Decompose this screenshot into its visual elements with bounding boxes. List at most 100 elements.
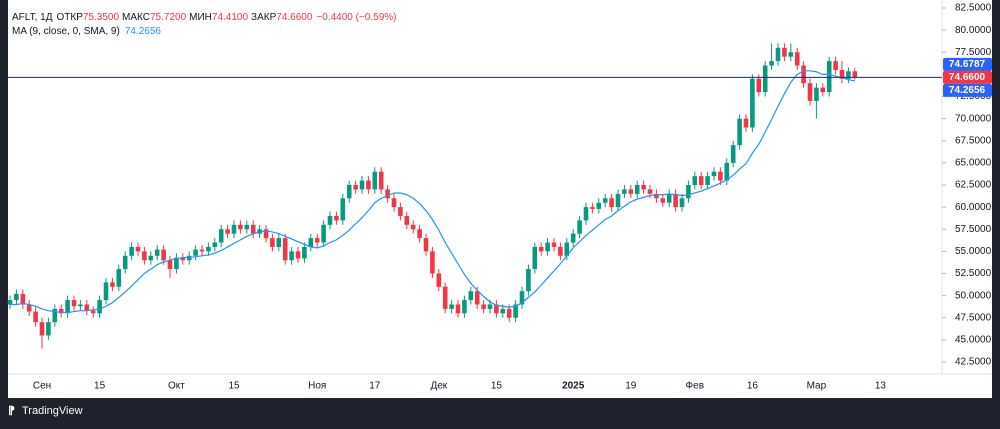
candle-body — [103, 282, 109, 301]
candle-body — [532, 246, 538, 270]
ohlc-name: ОТКР — [57, 12, 84, 23]
candle-body — [698, 176, 704, 185]
candle-body — [238, 224, 243, 230]
candle-body — [14, 293, 19, 301]
candle-body — [628, 189, 634, 194]
price-label: 74.6787 — [949, 59, 986, 70]
candle-body — [206, 246, 211, 252]
candle-body — [660, 198, 666, 203]
y-tick-label: 80.0000 — [955, 25, 992, 36]
brand: TradingView — [22, 405, 83, 417]
candle-body — [378, 171, 384, 190]
candle-body — [270, 238, 275, 247]
candle-body — [340, 198, 346, 221]
candle-body — [615, 193, 621, 208]
brand-icon: ⁋ — [8, 405, 15, 417]
candle-body — [487, 304, 493, 309]
candle-body — [538, 246, 544, 252]
y-tick-label: 60.0000 — [955, 202, 992, 213]
candle-body — [244, 224, 250, 230]
candle-body — [199, 249, 205, 252]
candle-body — [20, 293, 26, 305]
candle-body — [26, 304, 32, 312]
candle-body — [724, 162, 730, 181]
candle-body — [327, 215, 333, 225]
x-tick-label: 15 — [94, 381, 106, 392]
candle-body — [500, 308, 506, 314]
ma-line — [10, 70, 855, 314]
candle-body — [359, 180, 365, 190]
candle-body — [654, 193, 659, 199]
y-tick-label: 65.0000 — [955, 158, 992, 169]
change: −0.4400 (−0.59%) — [316, 12, 396, 23]
candle-body — [148, 255, 154, 261]
candle-body — [46, 322, 51, 336]
candle-body — [110, 282, 115, 287]
candle-body — [39, 322, 45, 336]
candle-body — [410, 224, 416, 230]
candle-body — [404, 215, 410, 225]
candle-body — [590, 207, 595, 209]
y-tick-label: 50.0000 — [955, 290, 992, 301]
candle-body — [308, 238, 314, 247]
candle-body — [756, 78, 762, 93]
candle-body — [801, 65, 806, 84]
candle-body — [302, 246, 307, 259]
ohlc-value: 75.3500 — [83, 12, 120, 23]
ohlc-value: 74.4100 — [212, 12, 249, 23]
candle-body — [276, 238, 282, 247]
candle-body — [180, 257, 186, 261]
ma-value: 74.2656 — [125, 26, 162, 37]
candle-body — [289, 251, 294, 261]
x-tick-label: 16 — [747, 381, 759, 392]
candle-body — [692, 176, 698, 185]
x-tick-label: Ноя — [308, 381, 326, 392]
price-label-box — [943, 70, 992, 84]
candle-body — [135, 246, 141, 252]
ohlc-name: ЗАКР — [251, 12, 277, 23]
candle-body — [129, 246, 134, 256]
candle-body — [782, 47, 787, 57]
candle-body — [282, 238, 288, 261]
price-label: 74.2656 — [949, 85, 986, 96]
ohlc-name: МАКС — [122, 12, 150, 23]
candle-body — [570, 233, 576, 243]
candle-body — [750, 78, 755, 128]
candle-body — [833, 61, 838, 70]
candle-body — [142, 251, 147, 261]
x-tick-label: 13 — [875, 381, 887, 392]
candle-body — [90, 310, 96, 314]
candle-body — [602, 198, 608, 203]
y-tick-label: 42.5000 — [955, 357, 992, 368]
candle-body — [775, 47, 781, 62]
y-tick-label: 45.0000 — [955, 335, 992, 346]
y-tick-label: 67.5000 — [955, 135, 992, 146]
candle-body — [718, 171, 723, 181]
candle-body — [7, 300, 13, 305]
y-tick-label: 82.5000 — [955, 3, 992, 14]
candle-body — [430, 251, 435, 274]
candle-body — [97, 300, 102, 314]
candle-body — [462, 300, 467, 314]
candle-body — [295, 251, 301, 259]
candle-body — [353, 185, 358, 190]
candle-body — [673, 193, 678, 208]
ohlc-name: МИН — [189, 12, 212, 23]
candle-body — [263, 229, 269, 239]
candle-body — [468, 291, 474, 301]
x-tick-label: 17 — [369, 381, 381, 392]
candle-body — [346, 185, 352, 199]
candle-body — [161, 249, 166, 261]
x-tick-label: Сен — [33, 381, 51, 392]
candle-body — [372, 171, 378, 190]
candle-body — [116, 269, 122, 287]
x-tick-label: Фев — [686, 381, 704, 392]
candle-body — [820, 87, 826, 93]
x-tick-label: Дек — [430, 381, 447, 392]
candle-body — [442, 286, 448, 309]
candle-body — [577, 220, 582, 234]
candle-body — [666, 193, 672, 203]
candle-body — [788, 52, 794, 57]
symbol: AFLT, 1Д — [12, 12, 53, 23]
